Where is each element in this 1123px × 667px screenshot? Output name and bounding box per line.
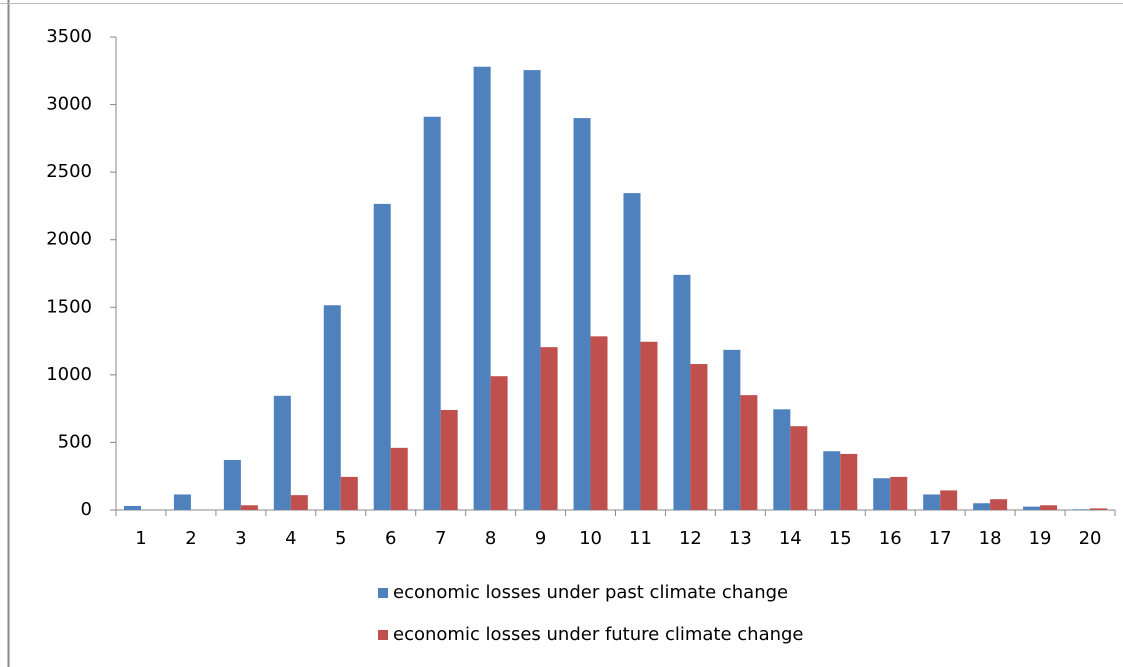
y-tick-label: 0 — [81, 499, 92, 520]
bar — [723, 349, 741, 510]
bar — [640, 341, 658, 510]
x-tick-label: 9 — [535, 528, 546, 549]
bar — [690, 364, 708, 510]
bar — [123, 505, 141, 510]
bar — [590, 336, 608, 510]
bar — [790, 426, 808, 510]
bar — [840, 453, 858, 510]
bar — [240, 505, 258, 510]
legend-swatch — [378, 588, 388, 598]
x-tick-label: 5 — [335, 528, 346, 549]
legend-label: economic losses under future climate cha… — [393, 624, 804, 645]
bar — [823, 451, 841, 510]
bar — [373, 203, 391, 510]
x-tick-label: 8 — [485, 528, 496, 549]
x-tick-label: 19 — [1029, 528, 1052, 549]
x-tick-label: 1 — [135, 528, 146, 549]
y-tick-label: 2000 — [46, 229, 92, 250]
bar — [490, 376, 508, 510]
x-tick-label: 16 — [879, 528, 902, 549]
bar — [923, 494, 941, 510]
x-tick-label: 6 — [385, 528, 396, 549]
bar — [740, 395, 758, 510]
bar — [473, 66, 491, 510]
x-tick-label: 7 — [435, 528, 446, 549]
bar — [973, 503, 991, 510]
bar — [540, 347, 558, 510]
x-tick-label: 3 — [235, 528, 246, 549]
x-tick-label: 15 — [829, 528, 852, 549]
y-tick-label: 2500 — [46, 161, 92, 182]
bar — [890, 476, 908, 510]
bar — [873, 478, 891, 510]
bar — [340, 476, 358, 510]
x-tick-label: 20 — [1079, 528, 1102, 549]
x-tick-label: 13 — [729, 528, 752, 549]
x-tick-label: 11 — [629, 528, 652, 549]
x-tick-label: 18 — [979, 528, 1002, 549]
bar — [623, 193, 641, 510]
bar — [323, 305, 341, 510]
x-tick-label: 14 — [779, 528, 802, 549]
bar — [573, 118, 591, 510]
bar — [390, 447, 408, 510]
bar — [223, 459, 241, 510]
bar — [423, 116, 441, 510]
bar — [940, 490, 958, 510]
legend-swatch — [378, 630, 388, 640]
legend-label: economic losses under past climate chang… — [393, 582, 788, 603]
y-tick-label: 3500 — [46, 26, 92, 47]
bar — [440, 409, 458, 510]
bar — [173, 494, 191, 510]
bar — [1090, 508, 1108, 510]
y-tick-label: 500 — [58, 431, 92, 452]
y-tick-label: 1500 — [46, 296, 92, 317]
bar — [523, 70, 541, 511]
y-tick-label: 3000 — [46, 94, 92, 115]
y-tick-label: 1000 — [46, 364, 92, 385]
bar — [773, 409, 791, 510]
x-tick-label: 12 — [679, 528, 702, 549]
x-tick-label: 17 — [929, 528, 952, 549]
x-tick-label: 2 — [185, 528, 196, 549]
bar — [990, 499, 1008, 510]
bar — [1073, 509, 1091, 510]
x-tick-label: 10 — [579, 528, 602, 549]
x-tick-label: 4 — [285, 528, 296, 549]
bar — [290, 495, 308, 510]
bar — [273, 395, 291, 510]
bar — [1040, 505, 1058, 510]
bar — [1023, 506, 1041, 510]
bar — [673, 274, 691, 510]
